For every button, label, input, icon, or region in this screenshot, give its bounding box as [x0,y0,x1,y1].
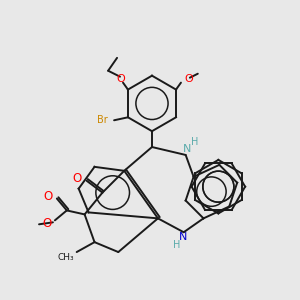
Text: O: O [184,74,193,84]
Text: CH₃: CH₃ [57,253,74,262]
Text: H: H [191,137,198,147]
Text: O: O [117,74,125,84]
Text: H: H [173,240,180,250]
Text: Br: Br [98,115,108,125]
Text: O: O [43,217,52,230]
Text: N: N [182,144,191,154]
Text: N: N [178,232,187,242]
Text: O: O [44,190,53,203]
Text: O: O [72,172,82,185]
